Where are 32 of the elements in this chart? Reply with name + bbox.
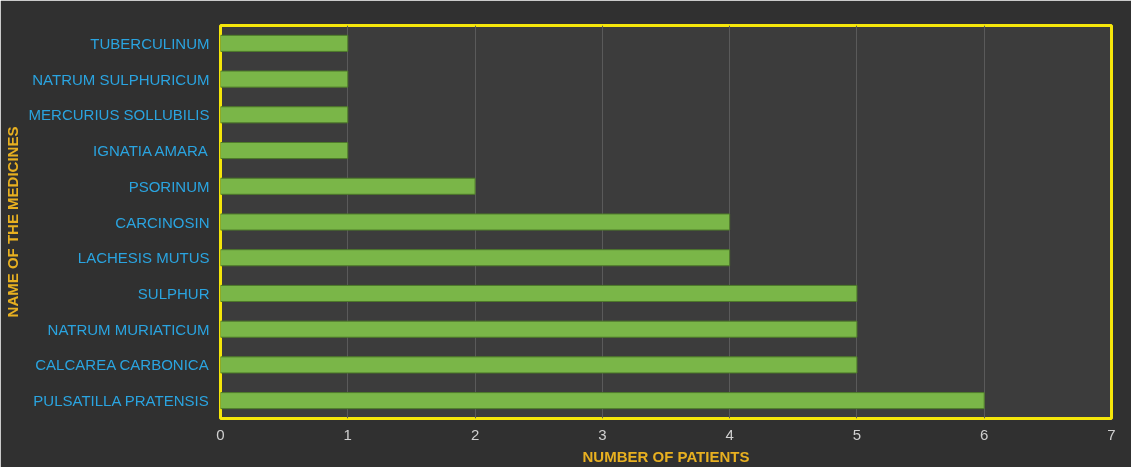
bar [220, 392, 985, 410]
bar [220, 106, 349, 124]
bar [220, 34, 349, 52]
y-tick-label: PSORINUM [128, 177, 210, 195]
bar [220, 356, 858, 374]
bar [220, 142, 349, 160]
x-tick-label: 2 [470, 425, 480, 443]
y-tick-label: TUBERCULINUM [90, 34, 210, 52]
x-tick-label: 6 [980, 425, 989, 443]
y-tick-label: MERCURIUS SOLLUBILIS [28, 106, 210, 124]
x-tick-label: 1 [343, 425, 352, 443]
bar [220, 320, 858, 338]
y-tick-label: PULSATILLA PRATENSIS [33, 392, 209, 410]
x-tick-label: 4 [725, 425, 734, 443]
y-tick-label: CARCINOSIN [115, 213, 210, 231]
bar [220, 177, 476, 195]
y-tick-label: IGNATIA AMARA [93, 142, 208, 160]
bar [220, 70, 349, 88]
x-tick-label: 7 [1107, 425, 1116, 443]
x-tick-label: 0 [216, 425, 225, 443]
bar [220, 284, 858, 302]
x-tick-label: 3 [598, 425, 607, 443]
y-tick-label: CALCAREA CARBONICA [35, 356, 209, 374]
y-axis-title: NAME OF THE MEDICINES [3, 126, 21, 318]
x-tick-label: 5 [852, 425, 862, 443]
y-tick-label: SULPHUR [137, 284, 210, 302]
x-axis-title: NUMBER OF PATIENTS [582, 447, 750, 465]
y-tick-label: NATRUM SULPHURICUM [32, 70, 210, 88]
bar [220, 249, 731, 267]
y-tick-label: LACHESIS MUTUS [77, 249, 210, 267]
y-tick-label: NATRUM MURIATICUM [47, 320, 210, 338]
bar [220, 213, 731, 231]
